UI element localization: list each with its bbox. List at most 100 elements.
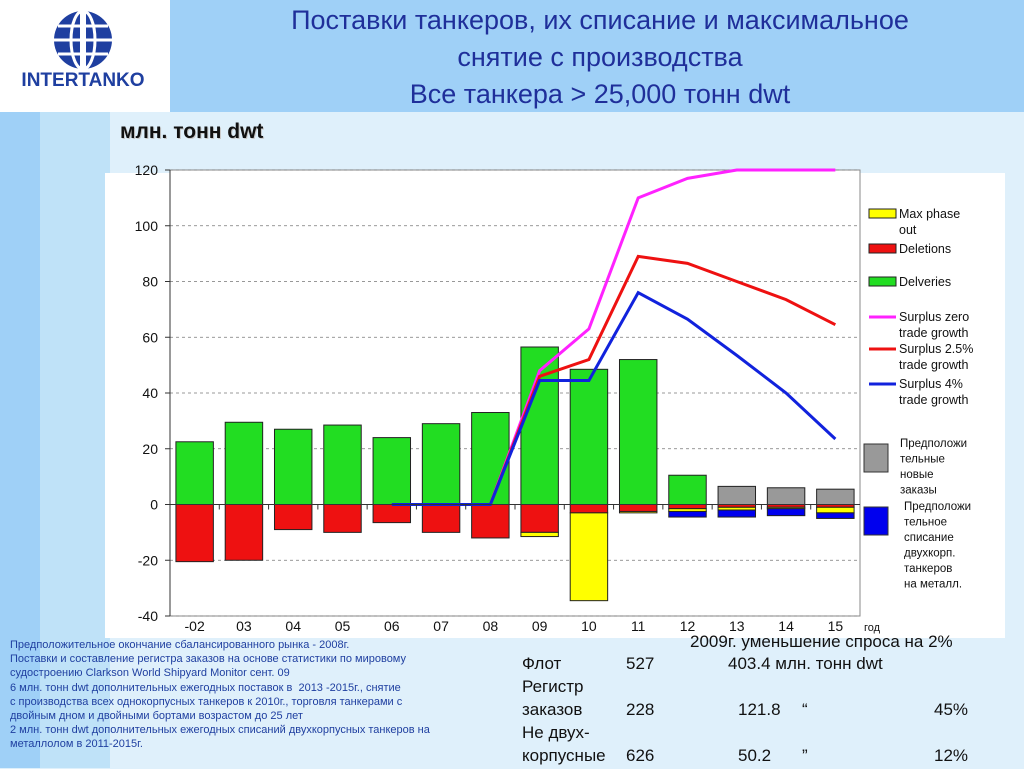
side-legend-swatch	[863, 506, 889, 536]
title-line-3: Все танкера > 25,000 тонн dwt	[409, 79, 791, 109]
x-tick-label: -02	[185, 618, 205, 634]
bar-delveries	[224, 421, 264, 505]
bar-предположительные-новые-заказы	[717, 485, 757, 506]
x-tick-label: 06	[384, 618, 400, 634]
bar-max-phase-out	[816, 506, 855, 514]
note-line: с производства всех однокорпусных танкер…	[10, 695, 403, 708]
bar-deletions	[224, 504, 264, 561]
x-tick-label: 13	[729, 618, 745, 634]
bar-delveries	[372, 437, 412, 506]
intertanko-globe-icon: INTERTANKO	[21, 9, 145, 91]
x-tick-label: 03	[236, 618, 252, 634]
legend-swatch	[868, 208, 897, 219]
stats-label: Не двух-	[522, 723, 590, 742]
side-legend-label: Предположи	[900, 438, 967, 450]
x-tick-label: 04	[285, 618, 301, 634]
bar-delveries	[175, 441, 214, 505]
header-background	[170, 0, 1024, 112]
side-legend-label: тельные	[900, 454, 945, 466]
x-axis-label: год	[864, 622, 881, 634]
x-tick-label: 09	[532, 618, 548, 634]
side-legend-swatch	[863, 443, 889, 473]
legend-label: Surplus 2.5%	[899, 342, 973, 356]
legend-label: Surplus zero	[899, 310, 969, 324]
legend-label: trade growth	[899, 326, 969, 340]
y-tick-label: 80	[142, 274, 158, 290]
x-tick-label: 07	[433, 618, 449, 634]
x-tick-label: 05	[335, 618, 351, 634]
bar-deletions	[520, 504, 559, 533]
bar-max-phase-out	[520, 531, 559, 538]
bar-deletions	[372, 504, 412, 524]
side-legend-label: новые	[900, 469, 934, 481]
y-tick-label: -40	[138, 608, 158, 624]
title-line-2: снятие с производства	[457, 42, 743, 72]
legend-swatch	[868, 276, 897, 287]
stats-label: корпусные	[522, 746, 606, 765]
side-legend-label: списание	[904, 532, 954, 544]
page-title: Поставки танкеров, их списание и максима…	[190, 2, 1010, 113]
y-tick-label: 20	[142, 441, 158, 457]
notes-block: Предположительное окончание сбалансирова…	[10, 638, 510, 752]
bar-предположительное-списание-двухкорп-танкеров-на-металл-	[766, 508, 806, 517]
logo-text: INTERTANKO	[21, 70, 144, 91]
y-tick-label: 0	[150, 497, 158, 513]
unit-label: млн. тонн dwt	[120, 120, 264, 143]
bar-deletions	[175, 504, 214, 563]
stats-amount: 403.4 млн. тонн dwt	[728, 654, 883, 673]
title-line-1: Поставки танкеров, их списание и максима…	[291, 5, 909, 35]
side-legend-label: двухкорп.	[904, 548, 955, 560]
note-line: 6 млн. тонн dwt дополнительных ежегодных…	[10, 681, 401, 694]
bar-delveries	[569, 368, 609, 505]
bar-предположительные-новые-заказы	[816, 488, 855, 506]
note-line: судостроению Clarkson World Shipyard Mon…	[10, 667, 290, 680]
x-tick-label: 11	[631, 618, 646, 634]
stats-value: 527	[626, 654, 655, 673]
bar-deletions	[323, 504, 362, 533]
bar-deletions	[421, 504, 461, 533]
stats-label: Флот	[522, 654, 562, 673]
legend-label: Deletions	[899, 242, 951, 256]
stats-label: Регистр	[522, 677, 584, 696]
legend-label: trade growth	[899, 358, 969, 372]
stats-value: 228	[626, 700, 655, 719]
x-tick-label: 08	[483, 618, 499, 634]
stats-pct: 45%	[934, 700, 969, 719]
stats-amount: 50.2	[738, 746, 772, 765]
stats-mark: ”	[802, 746, 808, 765]
bar-предположительное-списание-двухкорп-танкеров-на-металл-	[717, 509, 757, 518]
x-tick-label: 15	[828, 618, 844, 634]
note-line: Поставки и составление регистра заказов …	[10, 653, 406, 666]
left-slant-band	[40, 112, 110, 768]
bar-delveries	[471, 412, 510, 506]
bar-предположительное-списание-двухкорп-танкеров-на-металл-	[816, 512, 855, 519]
side-legend-label: Предположи	[904, 501, 971, 513]
bar-deletions	[668, 504, 707, 510]
x-tick-label: 12	[680, 618, 696, 634]
bar-delveries	[421, 423, 461, 506]
bar-предположительное-списание-двухкорп-танкеров-на-металл-	[668, 510, 707, 518]
bar-deletions	[569, 504, 609, 514]
bar-delveries	[618, 359, 658, 505]
logo: INTERTANKO	[0, 0, 170, 112]
bar-deletions	[273, 504, 313, 531]
bar-deletions	[618, 504, 658, 512]
bar-предположительные-новые-заказы	[766, 487, 806, 505]
left-band	[0, 112, 40, 768]
stats-mark: “	[802, 700, 808, 719]
bar-delveries	[323, 424, 362, 505]
legend-label: out	[899, 223, 917, 237]
note-line: 2 млн. тонн dwt дополнительных ежегодных…	[10, 724, 430, 737]
side-legend-label: на металл.	[904, 579, 962, 591]
note-line: двойным дном и двойными бортами возрасто…	[10, 710, 303, 723]
side-legend-label: заказы	[900, 485, 937, 497]
stats-pct: 12%	[934, 746, 969, 765]
y-tick-label: -20	[138, 552, 158, 568]
legend-label: trade growth	[899, 393, 969, 407]
stats-value: 626	[626, 746, 655, 765]
y-tick-label: 40	[142, 385, 158, 401]
stats-amount: 121.8	[738, 700, 781, 719]
legend-swatch	[868, 243, 897, 254]
side-legend-label: танкеров	[904, 563, 952, 575]
